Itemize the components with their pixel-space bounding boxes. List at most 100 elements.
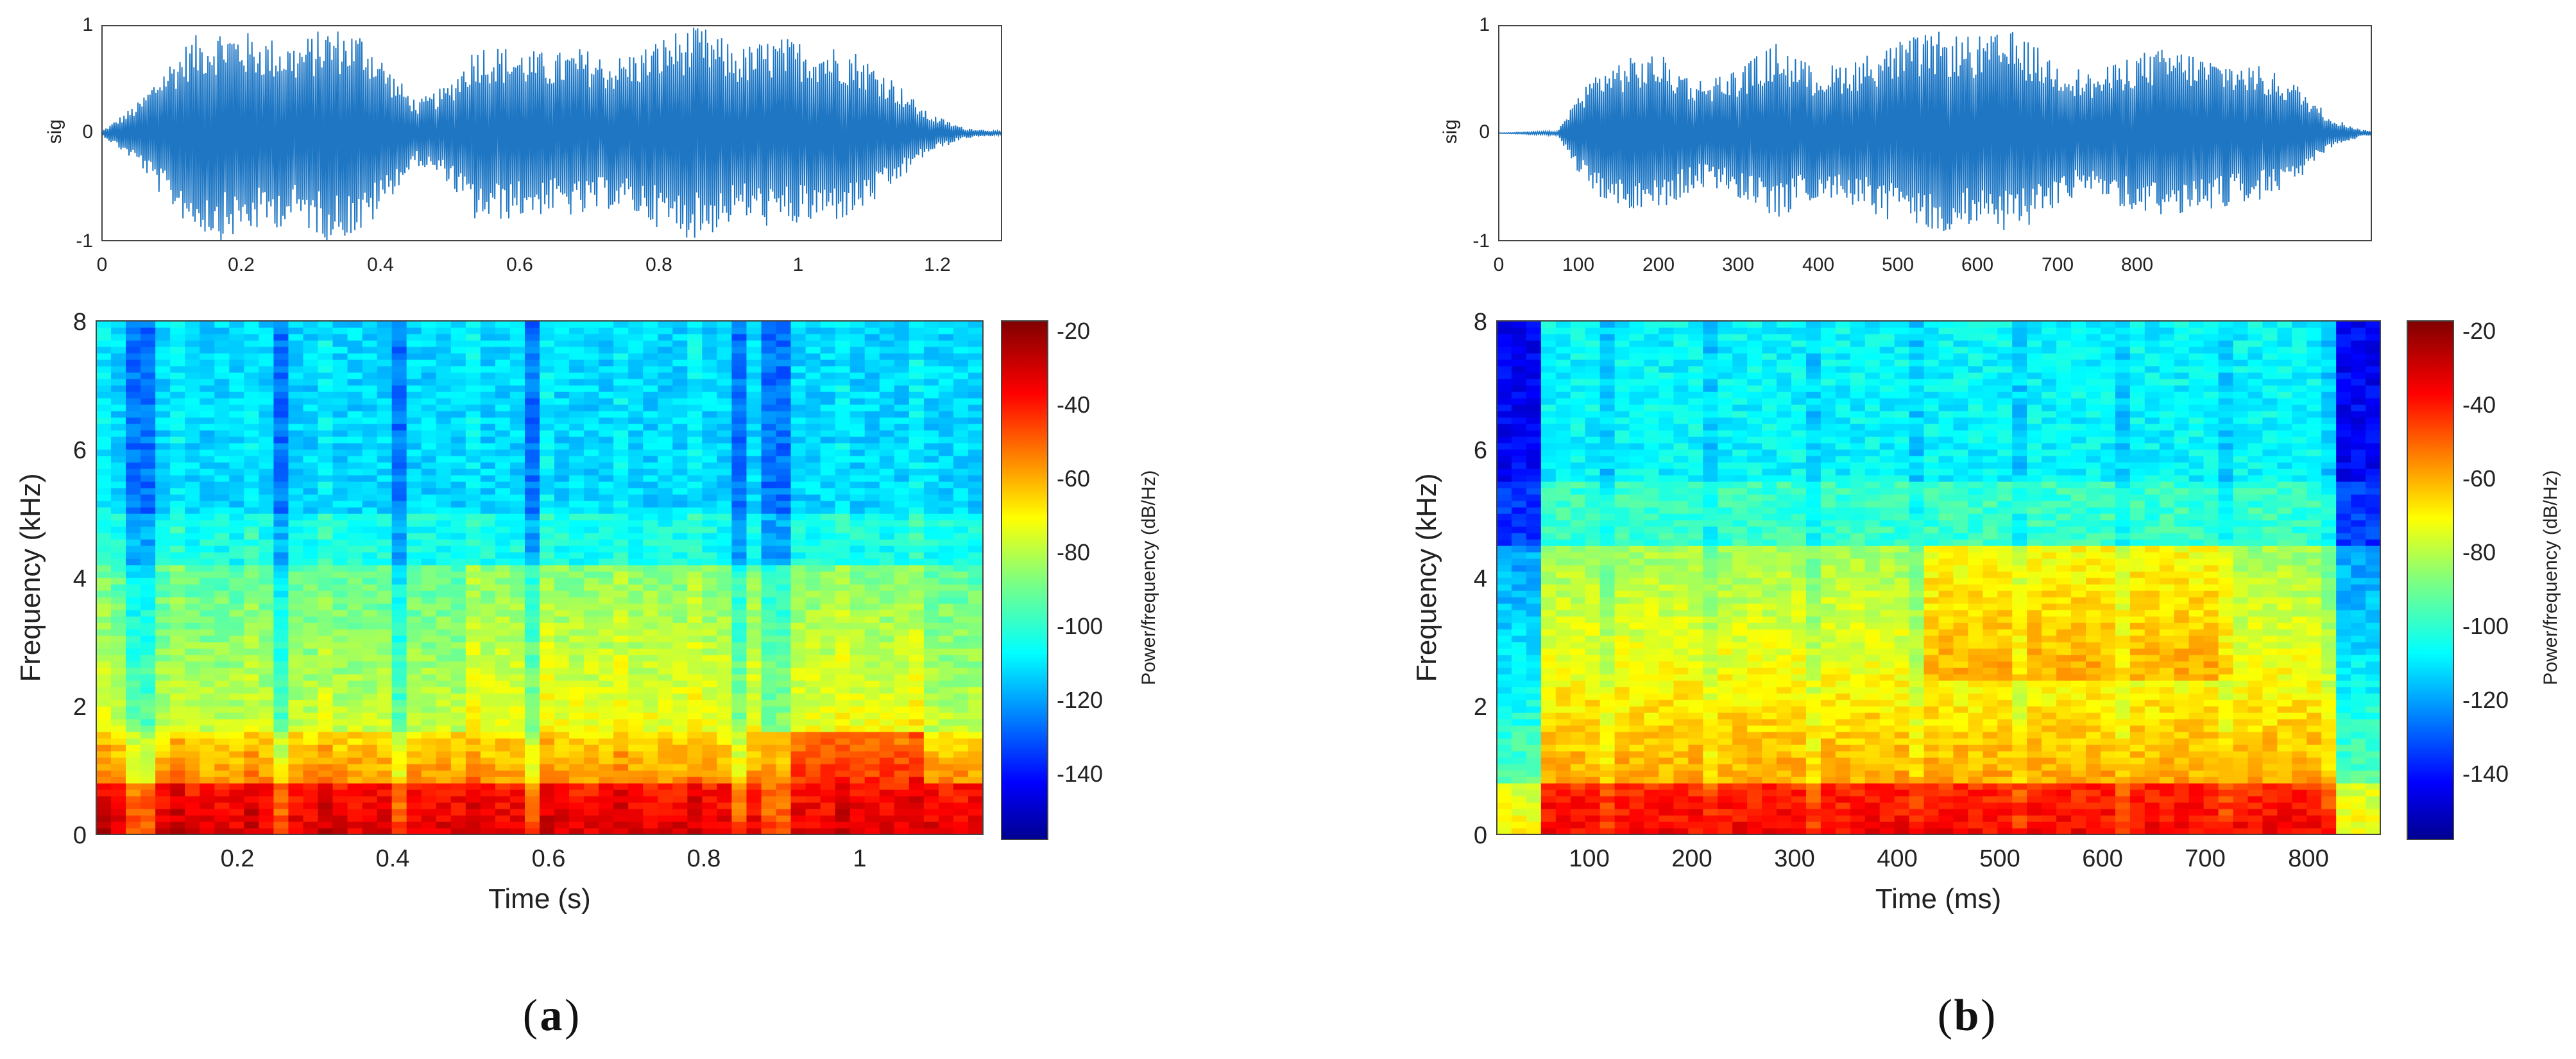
spectrogram-cell (790, 719, 806, 726)
spectrogram-cell (1497, 777, 1512, 784)
spectrogram-cell (406, 738, 422, 745)
spectrogram-cell (273, 629, 289, 636)
spectrogram-cell (465, 456, 481, 463)
spectrogram-cell (1511, 751, 1527, 758)
spectrogram-cell (377, 597, 393, 604)
spectrogram-cell (450, 334, 466, 341)
spectrogram-cell (200, 488, 215, 495)
spectrogram-cell (126, 815, 141, 822)
spectrogram-cell (938, 379, 954, 386)
spectrogram-cell (214, 706, 230, 713)
spectrogram-cell (658, 725, 673, 732)
spectrogram-cell (347, 526, 363, 533)
spectrogram-cell (717, 745, 733, 752)
spectrogram-cell (953, 712, 969, 719)
spectrogram-cell (599, 366, 614, 373)
spectrogram-cell (155, 719, 171, 726)
spectrogram-cell (436, 385, 452, 392)
spectrogram-cell (894, 822, 910, 829)
spectrogram-cell (406, 751, 422, 758)
spectrogram-cell (731, 366, 747, 373)
spectrogram-cell (524, 732, 540, 739)
spectrogram-cell (1511, 513, 1527, 521)
spectrogram-cell (761, 770, 777, 777)
spectrogram-cell (465, 680, 481, 687)
spectrogram-cell (288, 552, 304, 559)
spectrogram-cell (347, 590, 363, 598)
spectrogram-cell (406, 456, 422, 463)
spectrogram-cell (421, 462, 437, 469)
spectrogram-cell (776, 456, 792, 463)
spectrogram-cell (953, 738, 969, 745)
spectrogram-cell (584, 584, 599, 591)
spectrogram-cell (141, 430, 156, 437)
spectrogram-cell (717, 719, 733, 726)
spectrogram-cell (288, 822, 304, 829)
spectrogram-cell (391, 513, 407, 521)
spectrogram-cell (879, 712, 895, 719)
spectrogram-cell (244, 552, 259, 559)
spectrogram-cell (377, 757, 393, 764)
spectrogram-cell (1497, 597, 1512, 604)
spectrogram-cell (495, 385, 511, 392)
spectrogram-cell (968, 334, 984, 341)
spectrogram-cell (126, 603, 141, 610)
spectrogram-cell (244, 828, 259, 835)
spectrogram-cell (894, 655, 910, 662)
spectrogram-cell (658, 667, 673, 675)
spectrogram-cell (923, 802, 939, 809)
spectrogram-cell (790, 539, 806, 546)
spectrogram-cell (318, 392, 334, 399)
spectrogram-cell (628, 590, 644, 598)
spectrogram-cell (170, 706, 185, 713)
spectrogram-cell (421, 584, 437, 591)
spectrogram-cell (864, 385, 880, 392)
spectrogram-cell (480, 558, 496, 565)
spectrogram-cell (332, 706, 348, 713)
spectrogram-cell (421, 623, 437, 630)
spectrogram-cell (170, 732, 185, 739)
spectrogram-cell (332, 732, 348, 739)
spectrogram-cell (835, 822, 851, 829)
spectrogram-cell (288, 327, 304, 334)
spectrogram-cell (672, 469, 688, 476)
spectrogram-cell (894, 764, 910, 771)
spectrogram-cell (540, 764, 555, 771)
spectrogram-cell (524, 334, 540, 341)
spectrogram-cell (613, 430, 629, 437)
spectrogram-cell (96, 488, 112, 495)
spectrogram-cell (155, 648, 171, 655)
spectrogram-cell (658, 546, 673, 553)
spectrogram-cell (229, 719, 244, 726)
spectrogram-cell (628, 443, 644, 450)
spectrogram-cell (391, 815, 407, 822)
spectrogram-cell (288, 513, 304, 521)
spectrogram-cell (185, 558, 200, 565)
spectrogram-cell (421, 629, 437, 636)
spectrogram-cell (820, 411, 836, 418)
spectrogram-cell (599, 764, 614, 771)
spectrogram-cell (672, 327, 688, 334)
spectrogram-cell (908, 623, 925, 630)
spectrogram-cell (554, 558, 570, 565)
spectrogram-cell (643, 340, 658, 347)
spectrogram-cell (643, 822, 658, 829)
spectrogram-cell (465, 597, 481, 604)
spectrogram-cell (347, 796, 363, 803)
spectrogram-cell (126, 398, 141, 405)
spectrogram-cell (761, 334, 777, 341)
spectrogram-cell (923, 526, 939, 533)
spectrogram-cell (687, 436, 703, 443)
spectrogram-cell (155, 488, 171, 495)
spectrogram-cell (480, 597, 496, 604)
spectrogram-cell (938, 635, 954, 642)
spectrogram-cell (126, 796, 141, 803)
spectrogram-cell (790, 443, 806, 450)
spectrogram-cell (746, 558, 762, 565)
spectrogram-cell (761, 340, 777, 347)
spectrogram-cell (599, 706, 614, 713)
spectrogram-cell (318, 366, 334, 373)
spectrogram-cell (288, 571, 304, 578)
spectrogram-cell (776, 359, 792, 366)
spectrogram-cell (628, 629, 644, 636)
